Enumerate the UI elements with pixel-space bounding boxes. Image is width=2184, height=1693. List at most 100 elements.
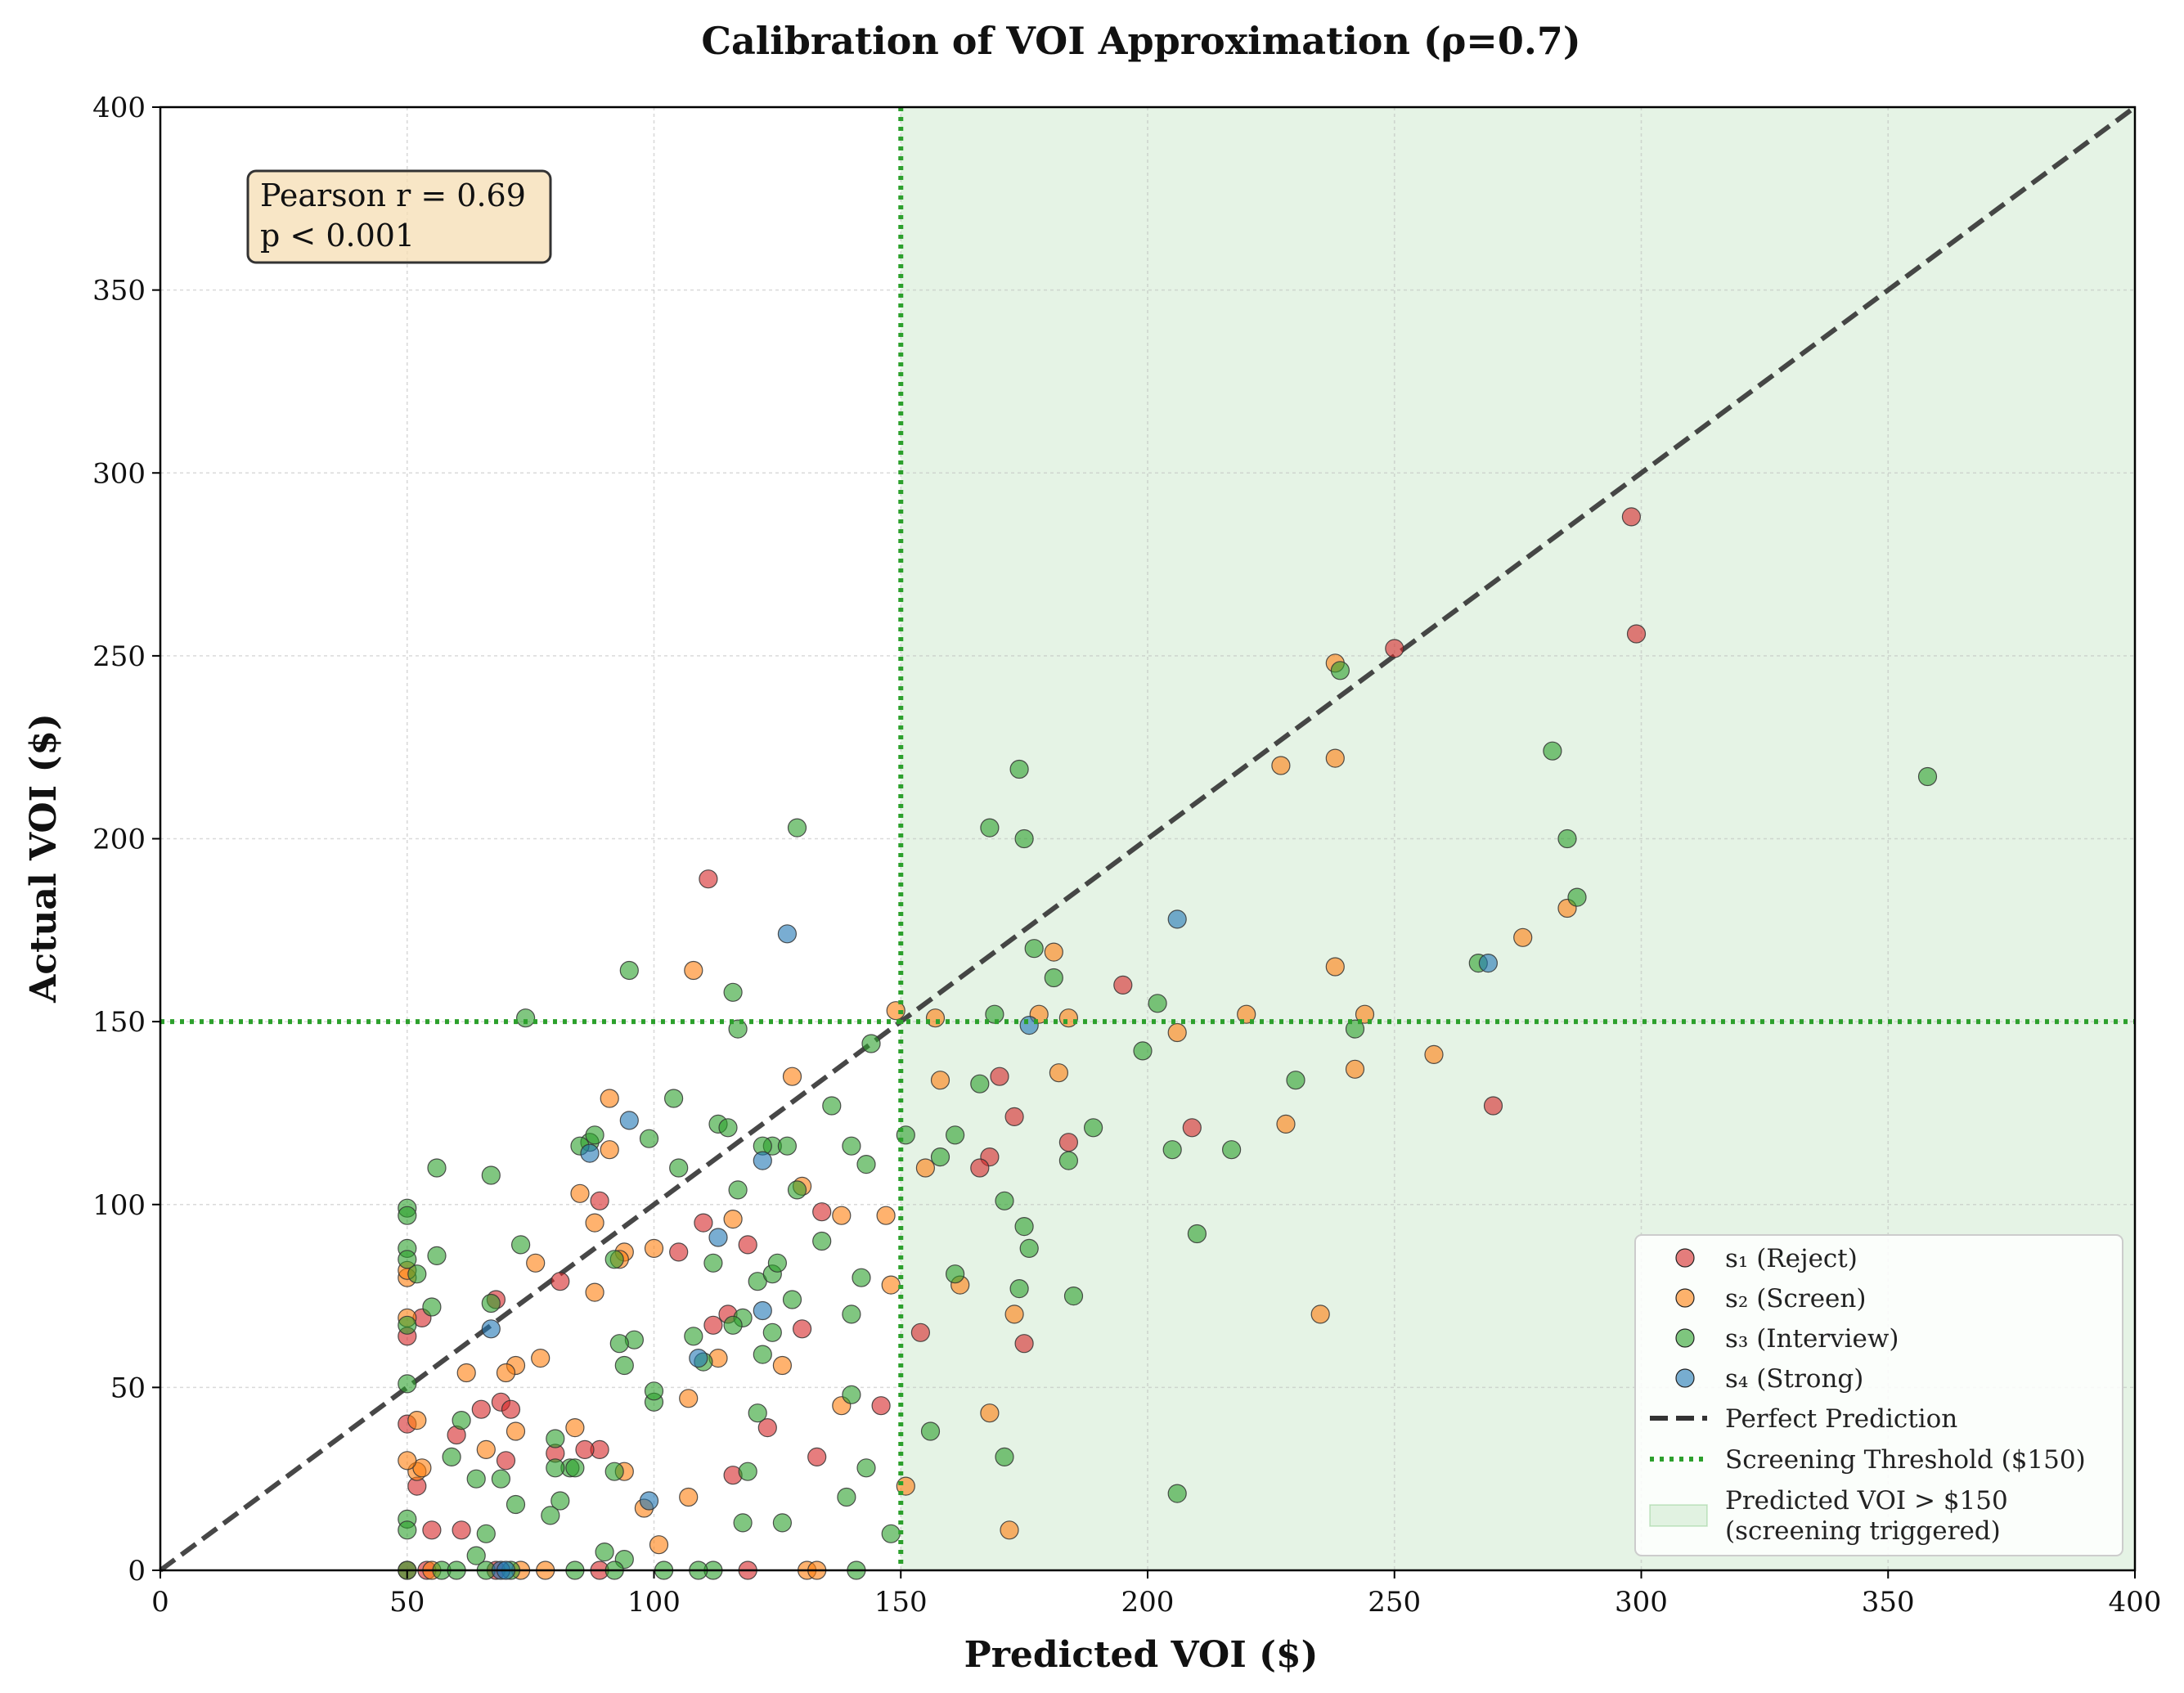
point-s3-17 xyxy=(1044,968,1063,988)
point-s3-68 xyxy=(852,1268,871,1287)
point-s3-61 xyxy=(753,1345,772,1364)
point-s3-98 xyxy=(466,1469,486,1489)
point-s1-0 xyxy=(1621,507,1642,527)
y-tick-label-8: 400 xyxy=(92,92,146,124)
point-s3-72 xyxy=(842,1385,861,1404)
point-s3-83 xyxy=(614,1355,634,1376)
point-s4-2 xyxy=(1019,1015,1039,1035)
point-s3-30 xyxy=(930,1147,950,1167)
point-s1-18 xyxy=(757,1417,777,1438)
point-s2-61 xyxy=(398,1451,417,1471)
y-tick-label-4: 200 xyxy=(92,824,146,856)
point-s2-5 xyxy=(1325,957,1345,977)
point-s2-29 xyxy=(876,1206,896,1225)
point-s3-53 xyxy=(728,1180,748,1200)
stats-box: Pearson r = 0.69 p < 0.001 xyxy=(246,169,552,264)
point-s3-82 xyxy=(609,1334,629,1354)
legend-marker-s1 xyxy=(1675,1248,1695,1268)
x-tick-label-4: 200 xyxy=(1121,1586,1175,1619)
point-s1-36 xyxy=(452,1520,471,1540)
point-s3-0 xyxy=(1917,766,1938,787)
point-s2-10 xyxy=(1355,1004,1375,1024)
point-s1-15 xyxy=(703,1315,723,1335)
point-s3-97 xyxy=(442,1447,461,1467)
point-s3-27 xyxy=(995,1447,1014,1467)
point-s3-106 xyxy=(550,1491,570,1511)
point-s1-13 xyxy=(694,1213,713,1233)
point-s2-37 xyxy=(649,1535,669,1555)
point-s4-5 xyxy=(580,1143,600,1163)
x-tick-label-1: 50 xyxy=(389,1586,425,1619)
point-s3-25 xyxy=(1019,1238,1039,1259)
point-s3-11 xyxy=(1148,994,1167,1013)
y-tick-label-0: 0 xyxy=(128,1555,146,1587)
x-tick-label-2: 100 xyxy=(627,1586,681,1619)
point-s2-26 xyxy=(684,960,703,981)
point-s1-38 xyxy=(422,1520,442,1540)
point-s3-69 xyxy=(842,1305,861,1324)
point-s1-17 xyxy=(738,1235,757,1255)
point-s2-39 xyxy=(644,1238,664,1259)
point-s3-47 xyxy=(639,1129,659,1148)
point-s3-67 xyxy=(842,1136,861,1156)
point-s3-20 xyxy=(1009,759,1029,779)
point-s3-31 xyxy=(945,1264,965,1284)
point-s2-23 xyxy=(1000,1520,1019,1540)
y-tick-label-2: 100 xyxy=(92,1189,146,1222)
point-s1-23 xyxy=(807,1447,827,1467)
point-s2-32 xyxy=(772,1355,793,1376)
point-s2-13 xyxy=(1345,1059,1365,1079)
point-s3-5 xyxy=(1330,661,1350,680)
point-s3-102 xyxy=(466,1546,486,1565)
point-s2-18 xyxy=(915,1158,936,1178)
point-s3-116 xyxy=(398,1206,417,1225)
point-s3-94 xyxy=(510,1235,531,1255)
point-s3-96 xyxy=(452,1410,471,1430)
point-s2-4 xyxy=(1513,927,1533,947)
point-s3-21 xyxy=(980,818,1000,838)
point-s2-46 xyxy=(570,1183,590,1203)
point-s3-9 xyxy=(1187,1224,1207,1244)
point-s3-60 xyxy=(748,1403,767,1423)
point-s2-33 xyxy=(723,1209,743,1229)
point-s2-15 xyxy=(1276,1114,1296,1134)
point-s2-42 xyxy=(600,1140,619,1160)
point-s1-32 xyxy=(496,1451,516,1471)
point-s1-24 xyxy=(871,1396,891,1416)
x-tick-label-8: 400 xyxy=(2109,1586,2162,1619)
point-s3-100 xyxy=(506,1494,526,1515)
point-s3-7 xyxy=(1286,1071,1305,1090)
point-s1-7 xyxy=(990,1067,1009,1086)
point-s1-3 xyxy=(1113,975,1133,995)
y-axis-title: Actual VOI ($) xyxy=(23,713,65,1004)
y-tick-label-1: 50 xyxy=(110,1372,146,1404)
point-s1-21 xyxy=(792,1319,812,1339)
point-s3-56 xyxy=(767,1253,788,1273)
point-s3-86 xyxy=(595,1542,614,1562)
point-s3-73 xyxy=(837,1487,856,1507)
point-s2-17 xyxy=(925,1008,946,1028)
point-s1-12 xyxy=(699,869,718,889)
point-s1-1 xyxy=(1626,624,1647,644)
point-s3-99 xyxy=(491,1469,511,1489)
point-s2-16 xyxy=(930,1071,950,1090)
point-s1-14 xyxy=(669,1242,689,1262)
point-s2-44 xyxy=(585,1213,604,1233)
point-s2-14 xyxy=(1049,1063,1069,1083)
legend-marker-s3 xyxy=(1675,1328,1695,1348)
point-s3-109 xyxy=(565,1458,585,1478)
point-s3-65 xyxy=(772,1513,793,1533)
point-s1-29 xyxy=(550,1272,570,1291)
point-s3-2 xyxy=(1557,829,1577,849)
point-s3-39 xyxy=(515,1008,536,1028)
point-s4-11 xyxy=(639,1491,659,1511)
point-s3-28 xyxy=(970,1074,990,1093)
point-s1-25 xyxy=(910,1323,931,1342)
point-s3-101 xyxy=(476,1524,496,1543)
point-s2-48 xyxy=(526,1253,546,1273)
point-s3-66 xyxy=(822,1096,842,1116)
point-s3-16 xyxy=(1058,1151,1079,1170)
point-s3-44 xyxy=(777,1136,798,1156)
point-s1-5 xyxy=(1058,1133,1079,1152)
legend-label-s3: s₃ (Interview) xyxy=(1725,1324,1899,1354)
